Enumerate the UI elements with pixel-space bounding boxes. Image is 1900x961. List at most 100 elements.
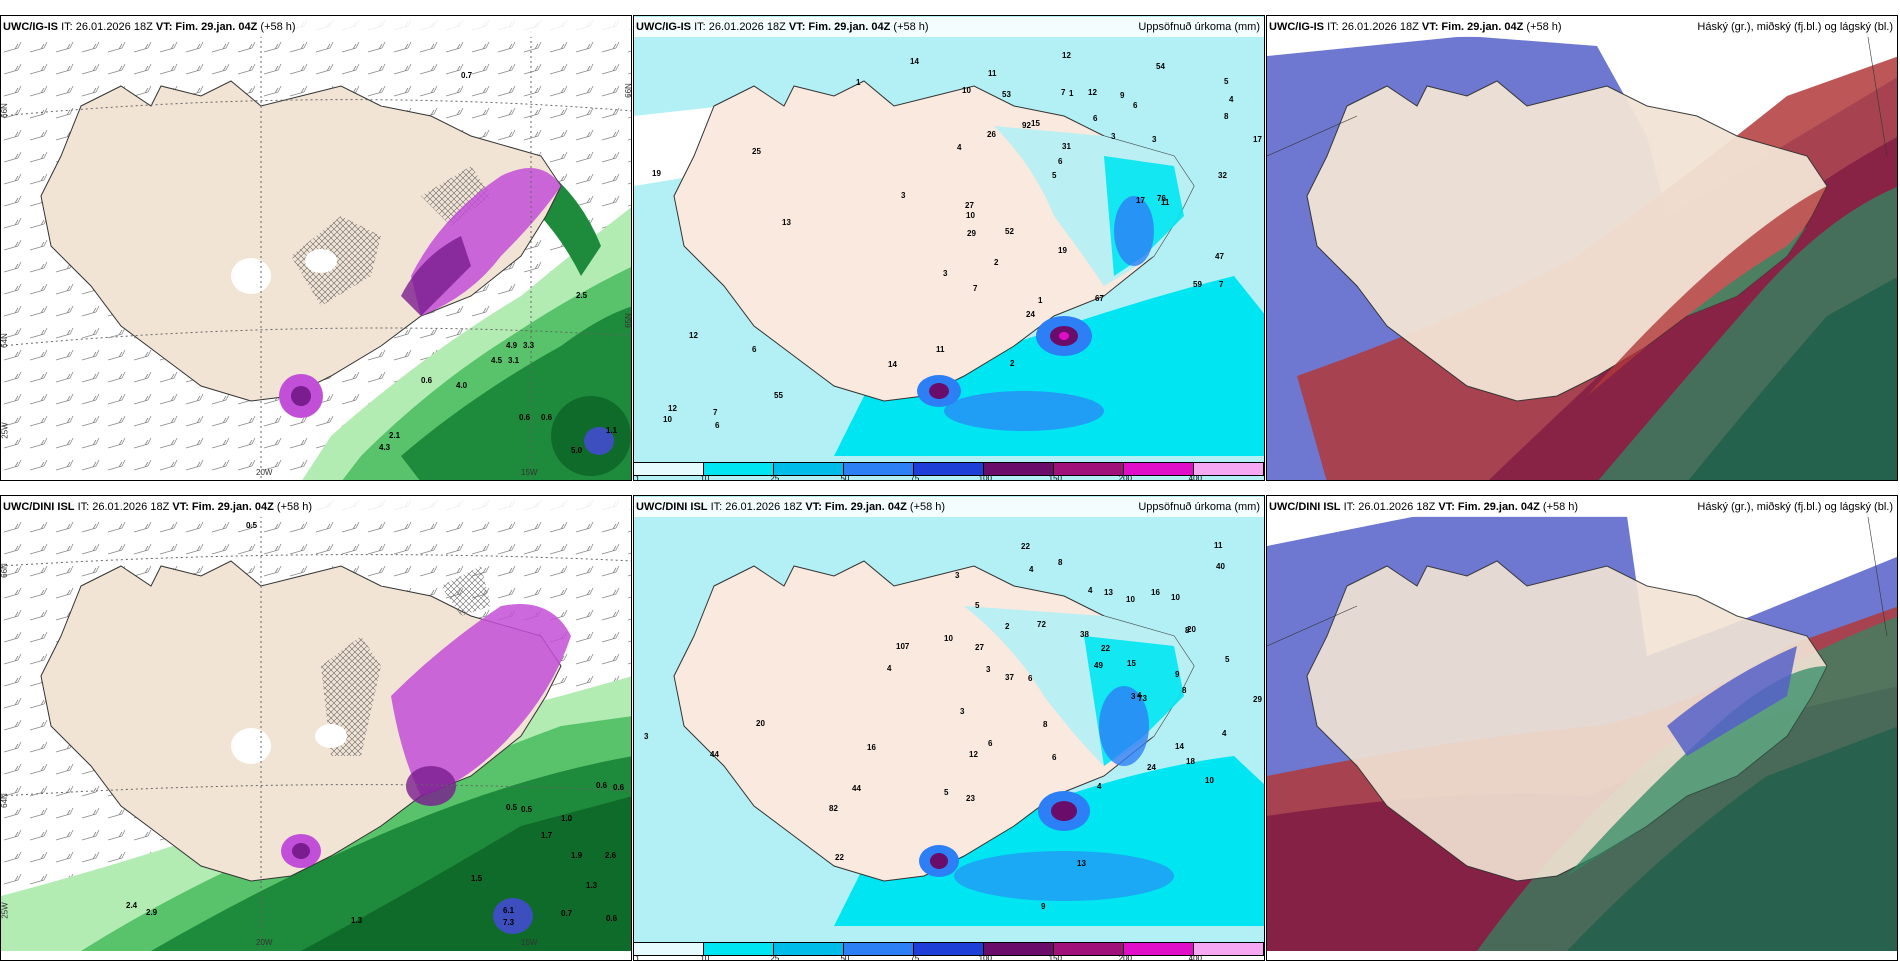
panel-header: UWC/DINI ISL IT: 26.01.2026 18Z VT: Fim.…: [1, 497, 631, 517]
precip-value-label: 24: [1026, 310, 1035, 319]
legend-ticks: 1 10 25 50 75 100 150 200 400: [634, 954, 1264, 961]
precip-value-label: 4: [957, 143, 962, 152]
precip-value-label: 3: [1131, 692, 1136, 701]
lat-label-right: 65N: [623, 313, 632, 328]
valid-label: VT:: [155, 21, 173, 33]
value-label: 3.3: [523, 341, 535, 350]
value-label: 1.3: [351, 916, 363, 925]
legend-swatch: [1054, 943, 1124, 955]
precip-value-label: 11: [1214, 541, 1223, 550]
lon-label: 20W: [256, 938, 273, 947]
precip-value-label: 20: [756, 719, 765, 728]
precip-value-label: 2: [1005, 622, 1010, 631]
precip-value-label: 8: [1224, 112, 1229, 121]
legend-swatch: [1124, 943, 1194, 955]
legend-swatch: [844, 943, 914, 955]
legend-tick-label: 150: [1048, 474, 1063, 481]
precip-value-label: 4: [1222, 729, 1227, 738]
legend-tick-label: 100: [978, 474, 993, 481]
init-time: IT: 26.01.2026 18Z: [1327, 21, 1419, 33]
precip-value-label: 76: [1157, 194, 1166, 203]
legend-swatch: [984, 463, 1054, 475]
cloud-map-graphic: [1267, 496, 1897, 951]
precip-value-label: 7: [1061, 88, 1066, 97]
panel-header: UWC/IG-IS IT: 26.01.2026 18Z VT: Fim. 29…: [634, 17, 1264, 37]
precip-value-label: 29: [967, 229, 976, 238]
map-panel-wind-dini: UWC/DINI ISL IT: 26.01.2026 18Z VT: Fim.…: [0, 495, 632, 961]
precip-value-label: 6: [715, 421, 720, 430]
precip-value-label: 7: [1219, 280, 1224, 289]
precip-value-label: 55: [774, 391, 783, 400]
lead-time: (+58 h): [909, 501, 946, 513]
legend-swatch: [1054, 463, 1124, 475]
valid-time: Fim. 29.jan. 04Z: [175, 21, 258, 33]
lead-time: (+58 h): [276, 501, 313, 513]
legend-swatch: [704, 943, 774, 955]
precip-map-graphic: [634, 16, 1264, 480]
value-label: 2.6: [605, 851, 617, 860]
precip-value-label: 92: [1022, 121, 1031, 130]
legend-tick-label: 150: [1048, 954, 1063, 961]
value-label: 0.5: [246, 521, 258, 530]
legend-tick-label: 25: [770, 474, 780, 481]
precip-value-label: 8: [1185, 626, 1190, 635]
precip-value-label: 7: [713, 408, 718, 417]
lon-label: 15W: [521, 938, 538, 947]
precip-value-label: 9: [1041, 902, 1046, 911]
precip-value-label: 12: [1062, 51, 1071, 60]
precip-value-label: 23: [966, 794, 975, 803]
precip-value-label: 6: [988, 739, 993, 748]
lat-label: 64N: [0, 793, 9, 808]
value-label: 2.9: [146, 908, 158, 917]
precip-value-label: 4: [1229, 95, 1234, 104]
legend-swatch: [704, 463, 774, 475]
legend-tick-label: 400: [1188, 954, 1202, 961]
value-label: 0.5: [506, 803, 518, 812]
precip-value-label: 82: [829, 804, 838, 813]
lat-label: 25W: [0, 422, 10, 439]
precip-value-label: 54: [1156, 62, 1165, 71]
precip-value-label: 9: [1175, 670, 1180, 679]
lon-label: 20W: [256, 468, 273, 477]
lead-time: (+58 h): [893, 21, 929, 33]
valid-time: Fim. 29.jan. 04Z: [824, 501, 907, 513]
precip-value-label: 6: [1058, 157, 1063, 166]
model-name: UWC/DINI ISL: [3, 501, 75, 513]
legend-swatch: [634, 943, 704, 955]
precip-value-label: 38: [1080, 630, 1089, 639]
precip-value-label: 44: [852, 784, 861, 793]
legend-tick-label: 75: [910, 954, 920, 961]
lead-time: (+58 h): [1542, 501, 1579, 513]
precip-value-label: 3: [955, 571, 960, 580]
legend-ticks: 1 10 25 50 75 100 150 200 400: [634, 474, 1264, 481]
value-label: 2.1: [389, 431, 401, 440]
precip-legend: 1 10 25 50 75 100 150 200 400: [634, 942, 1264, 960]
precip-value-label: 2: [994, 258, 999, 267]
legend-tick-label: 400: [1188, 474, 1202, 481]
legend-tick-label: 1: [635, 954, 640, 961]
valid-time: Fim. 29.jan. 04Z: [808, 21, 891, 33]
valid-time: Fim. 29.jan. 04Z: [1441, 21, 1524, 33]
legend-tick-label: 100: [978, 954, 993, 961]
precip-legend: 1 10 25 50 75 100 150 200 400: [634, 462, 1264, 480]
precip-value-label: 3: [644, 732, 649, 741]
precip-value-label: 3: [901, 191, 906, 200]
precip-value-label: 1: [1069, 89, 1074, 98]
valid-label: VT:: [788, 21, 806, 33]
precip-value-label: 3: [1111, 132, 1116, 141]
legend-tick-label: 1: [635, 474, 640, 481]
legend-colorbar: [634, 462, 1264, 476]
legend-tick-label: 200: [1118, 954, 1133, 961]
legend-tick-label: 50: [840, 954, 850, 961]
legend-tick-label: 200: [1118, 474, 1133, 481]
precip-value-label: 6: [1133, 101, 1138, 110]
precip-value-label: 5: [1052, 171, 1057, 180]
map-panel-clouds-igis: UWC/IG-IS IT: 26.01.2026 18Z VT: Fim. 29…: [1266, 15, 1898, 481]
model-name: UWC/IG-IS: [1269, 21, 1324, 33]
precip-value-label: 10: [962, 86, 971, 95]
wind-map-graphic: [1, 496, 631, 951]
precip-value-label: 18: [1186, 757, 1195, 766]
legend-swatch: [634, 463, 704, 475]
map-title: Uppsöfnuð úrkoma (mm): [1138, 501, 1260, 513]
legend-swatch: [844, 463, 914, 475]
